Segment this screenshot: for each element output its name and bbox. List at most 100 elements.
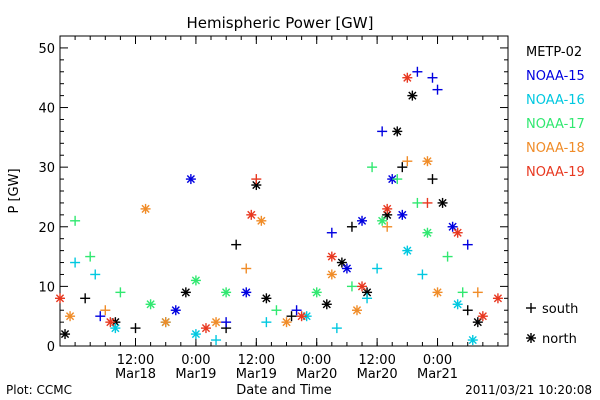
- north-marker: [296, 311, 307, 322]
- x-axis-label: Date and Time: [236, 383, 332, 398]
- north-marker: [357, 281, 368, 292]
- south-marker: [432, 84, 443, 95]
- legend-entry: NOAA-17: [526, 117, 585, 132]
- x-tick-time-label: 12:00: [358, 353, 395, 368]
- north-marker: [407, 90, 418, 101]
- north-marker: [211, 317, 222, 328]
- x-tick-time-label: 0:00: [302, 353, 331, 368]
- south-marker: [402, 156, 413, 167]
- north-marker: [145, 299, 156, 310]
- north-marker: [341, 263, 352, 274]
- north-marker: [477, 311, 488, 322]
- series-noaa-17: [70, 162, 468, 316]
- north-marker: [357, 215, 368, 226]
- south-marker: [367, 162, 378, 173]
- x-tick-time-label: 0:00: [423, 353, 452, 368]
- north-marker: [246, 209, 257, 220]
- south-marker: [95, 311, 106, 322]
- north-marker: [200, 323, 211, 334]
- north-marker: [65, 311, 76, 322]
- south-marker: [346, 221, 357, 232]
- south-marker: [362, 293, 373, 304]
- south-marker: [442, 251, 453, 262]
- north-marker: [326, 251, 337, 262]
- south-marker: [70, 257, 81, 268]
- south-marker: [271, 305, 282, 316]
- south-marker: [286, 311, 297, 322]
- legend-north-label: north: [542, 332, 577, 347]
- north-marker: [321, 299, 332, 310]
- chart-title: Hemispheric Power [GW]: [187, 14, 374, 32]
- x-tick-date-label: Mar21: [417, 367, 458, 382]
- north-marker: [160, 317, 171, 328]
- south-marker: [291, 305, 302, 316]
- y-tick-label: 0: [47, 340, 55, 355]
- legend-entry: NOAA-18: [526, 141, 585, 156]
- south-marker: [382, 221, 393, 232]
- north-marker: [60, 329, 71, 340]
- x-tick-date-label: Mar18: [115, 367, 156, 382]
- north-marker: [190, 329, 201, 340]
- south-marker: [462, 305, 473, 316]
- north-marker: [422, 156, 433, 167]
- legend-entry: NOAA-19: [526, 165, 585, 180]
- north-marker: [261, 293, 272, 304]
- x-tick-time-label: 0:00: [181, 353, 210, 368]
- north-marker: [105, 317, 116, 328]
- data-markers: [55, 66, 503, 346]
- y-tick-label: 30: [38, 161, 55, 176]
- north-marker: [351, 305, 362, 316]
- y-tick-label: 40: [38, 102, 55, 117]
- south-marker: [115, 287, 126, 298]
- y-tick-label: 50: [38, 42, 55, 57]
- south-marker: [211, 335, 222, 346]
- north-marker: [492, 293, 503, 304]
- north-marker: [241, 287, 252, 298]
- north-marker: [452, 227, 463, 238]
- y-tick-label: 20: [38, 221, 55, 236]
- north-marker: [281, 317, 292, 328]
- legend-entry: METP-02: [526, 45, 582, 60]
- north-marker: [437, 197, 448, 208]
- series-noaa-19: [55, 72, 503, 334]
- north-marker: [382, 203, 393, 214]
- south-marker: [130, 323, 141, 334]
- plot-frame: [59, 35, 509, 347]
- north-marker: [336, 257, 347, 268]
- south-marker: [241, 263, 252, 274]
- north-marker: [452, 299, 463, 310]
- south-marker: [90, 269, 101, 280]
- legend-entry: NOAA-16: [526, 93, 585, 108]
- north-marker: [432, 287, 443, 298]
- north-marker: [467, 335, 478, 346]
- south-marker: [417, 269, 428, 280]
- series-metp-02: [60, 90, 483, 340]
- north-marker: [180, 287, 191, 298]
- x-tick-date-label: Mar19: [175, 367, 216, 382]
- north-marker: [256, 215, 267, 226]
- south-marker: [251, 174, 262, 185]
- x-tick-time-label: 12:00: [238, 353, 275, 368]
- north-marker: [422, 227, 433, 238]
- x-tick-date-label: Mar20: [357, 367, 398, 382]
- legend-entry: NOAA-15: [526, 69, 585, 84]
- north-marker: [190, 275, 201, 286]
- legend: METP-02 NOAA-15 NOAA-16 NOAA-17 NOAA-18 NOAA-…: [526, 45, 585, 347]
- south-marker: [80, 293, 91, 304]
- x-tick-time-label: 12:00: [117, 353, 154, 368]
- legend-north-marker: [526, 333, 536, 343]
- x-tick-date-label: Mar20: [296, 367, 337, 382]
- south-marker: [221, 317, 232, 328]
- legend-south-marker: [526, 303, 536, 313]
- south-marker: [100, 305, 111, 316]
- north-marker: [377, 215, 388, 226]
- y-axis-label: P [GW]: [7, 168, 22, 213]
- north-marker: [402, 245, 413, 256]
- south-marker: [392, 174, 403, 185]
- south-marker: [346, 281, 357, 292]
- south-marker: [472, 287, 483, 298]
- x-tick-date-label: Mar19: [236, 367, 277, 382]
- south-marker: [412, 197, 423, 208]
- south-marker: [427, 72, 438, 83]
